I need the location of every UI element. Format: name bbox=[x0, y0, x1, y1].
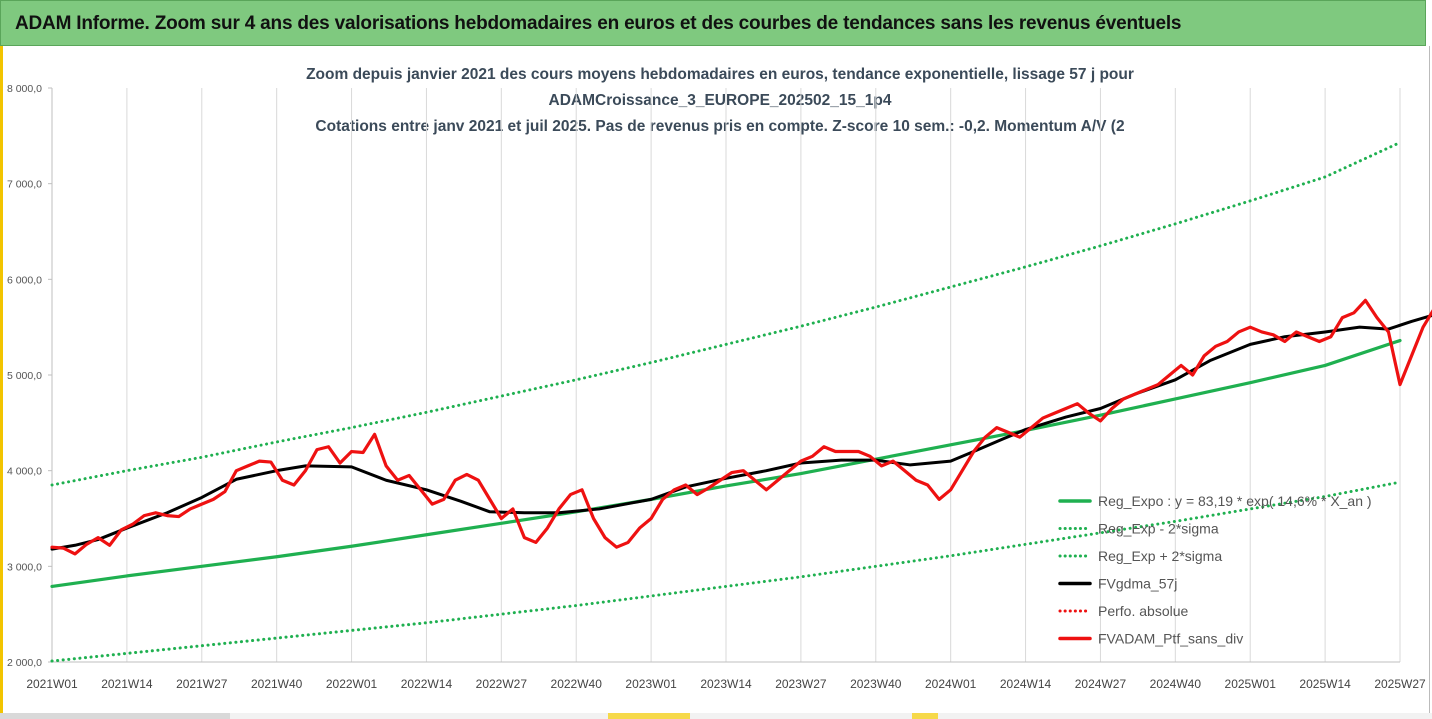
x-tick-label: 2024W27 bbox=[1075, 677, 1127, 691]
x-tick-label: 2025W14 bbox=[1299, 677, 1351, 691]
x-tick-label: 2021W01 bbox=[26, 677, 78, 691]
chart-title-line-1: Zoom depuis janvier 2021 des cours moyen… bbox=[306, 66, 1134, 83]
legend-label-0: Reg_Expo : y = 83,19 * exp( 14,6% * X_an… bbox=[1098, 493, 1372, 509]
series-line-1 bbox=[50, 480, 1402, 663]
series-line-0 bbox=[50, 338, 1402, 589]
chart-legend: Reg_Expo : y = 83,19 * exp( 14,6% * X_an… bbox=[1058, 493, 1372, 647]
legend-label-2: Reg_Exp + 2*sigma bbox=[1098, 548, 1222, 564]
y-tick-label: 4 000,0 bbox=[7, 466, 42, 478]
chart-title-line-2: ADAMCroissance_3_EUROPE_202502_15_1p4 bbox=[548, 92, 892, 109]
x-tick-label: 2024W14 bbox=[1000, 677, 1052, 691]
bottom-strip-mark bbox=[912, 713, 938, 719]
x-tick-label: 2022W27 bbox=[476, 677, 528, 691]
x-tick-label: 2025W27 bbox=[1374, 677, 1426, 691]
y-tick-label: 5 000,0 bbox=[7, 370, 42, 382]
x-tick-label: 2024W40 bbox=[1150, 677, 1202, 691]
y-tick-label: 6 000,0 bbox=[7, 274, 42, 286]
y-tick-label: 7 000,0 bbox=[7, 179, 42, 191]
legend-label-3: FVgdma_57j bbox=[1098, 576, 1177, 592]
series-line-5 bbox=[50, 298, 1432, 556]
series-line-3 bbox=[50, 313, 1432, 551]
bottom-strip bbox=[0, 713, 1432, 719]
y-tick-label: 8 000,0 bbox=[7, 83, 42, 95]
bottom-strip-left bbox=[0, 713, 230, 719]
legend-label-4: Perfo. absolue bbox=[1098, 603, 1188, 619]
legend-label-5: FVADAM_Ptf_sans_div bbox=[1098, 631, 1243, 647]
x-tick-label: 2022W01 bbox=[326, 677, 378, 691]
x-tick-label: 2021W14 bbox=[101, 677, 153, 691]
x-tick-label: 2025W01 bbox=[1225, 677, 1277, 691]
x-tick-label: 2021W27 bbox=[176, 677, 228, 691]
x-tick-label: 2023W14 bbox=[700, 677, 752, 691]
chart-series bbox=[50, 141, 1432, 663]
y-tick-label: 2 000,0 bbox=[7, 657, 42, 669]
report-title: ADAM Informe. Zoom sur 4 ans des valoris… bbox=[15, 13, 1182, 34]
chart-frame bbox=[0, 46, 1430, 719]
legend-label-1: Reg_Exp - 2*sigma bbox=[1098, 521, 1219, 537]
x-tick-label: 2022W40 bbox=[551, 677, 603, 691]
bottom-strip-mark bbox=[608, 713, 690, 719]
chart-axes: 2021W01 2021W14 2021W27 2021W40 2022W01 2022W… bbox=[7, 83, 1426, 691]
chart-grid bbox=[51, 88, 1401, 662]
x-tick-label: 2021W40 bbox=[251, 677, 303, 691]
report-banner: ADAM Informe. Zoom sur 4 ans des valoris… bbox=[0, 0, 1426, 46]
x-tick-label: 2022W14 bbox=[401, 677, 453, 691]
x-tick-label: 2024W01 bbox=[925, 677, 977, 691]
series-line-2 bbox=[50, 141, 1402, 487]
x-tick-label: 2023W01 bbox=[625, 677, 677, 691]
y-tick-label: 3 000,0 bbox=[7, 561, 42, 573]
x-tick-label: 2023W27 bbox=[775, 677, 827, 691]
x-tick-label: 2023W40 bbox=[850, 677, 902, 691]
chart-title-line-3: Cotations entre janv 2021 et juil 2025. … bbox=[315, 118, 1125, 135]
